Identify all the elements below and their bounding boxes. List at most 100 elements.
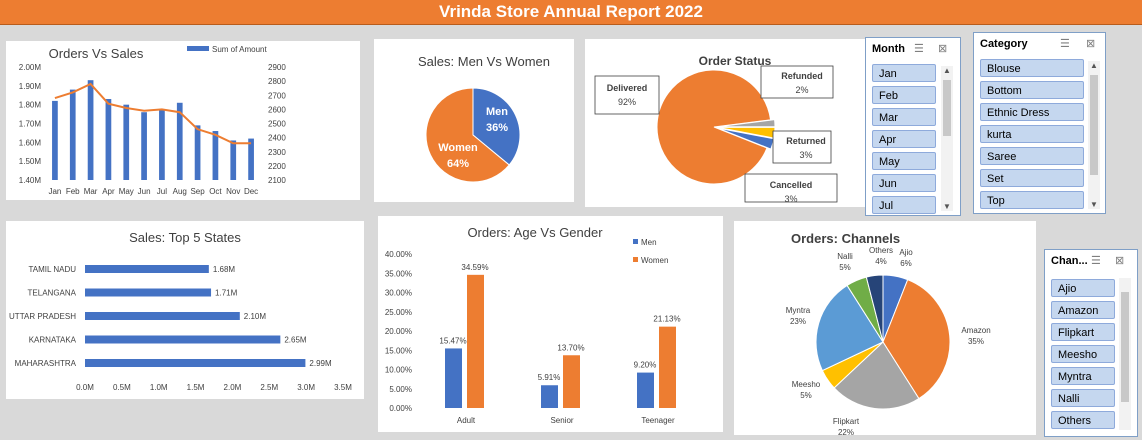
- category-label: MAHARASHTRA: [15, 359, 77, 368]
- slicer-item-jun[interactable]: Jun: [872, 174, 936, 192]
- data-label: 15.47%: [439, 336, 466, 345]
- slice-label: Myntra: [786, 306, 811, 315]
- bar-sum-of-amount: [159, 110, 165, 180]
- category-slicer-title: Category: [980, 38, 1028, 50]
- slicer-item-blouse[interactable]: Blouse: [980, 59, 1084, 77]
- x-tick-label: 0.5M: [113, 383, 131, 392]
- slicer-item-bottom[interactable]: Bottom: [980, 81, 1084, 99]
- month-slicer[interactable]: Month ☰ ⊠ Jan Feb Mar Apr May Jun Jul ▲ ▼: [865, 37, 961, 216]
- slicer-item-myntra[interactable]: Myntra: [1051, 367, 1115, 385]
- slicer-item-meesho[interactable]: Meesho: [1051, 345, 1115, 363]
- month-slicer-title: Month: [872, 43, 905, 55]
- slice-label: Meesho: [792, 380, 821, 389]
- bar-sum-of-amount: [52, 100, 58, 180]
- slice-label: Women: [438, 142, 478, 154]
- scroll-thumb[interactable]: [1090, 75, 1098, 175]
- slicer-item-saree[interactable]: Saree: [980, 147, 1084, 165]
- bar-sum-of-amount: [230, 140, 237, 180]
- line-orders: [54, 82, 252, 145]
- bar-men: [637, 372, 654, 408]
- bar-sum-of-amount: [69, 89, 76, 180]
- channel-slicer[interactable]: Chan... ☰ ⊠ Ajio Amazon Flipkart Meesho Mynt…: [1044, 249, 1138, 437]
- slicer-item-jan[interactable]: Jan: [872, 64, 936, 82]
- top-states-panel: Sales: Top 5 States 0.0M 0.5M 1.0M 1.5M 2.0M 2…: [6, 221, 364, 399]
- data-label: 2.10M: [244, 312, 267, 321]
- slicer-item-top[interactable]: Top: [980, 191, 1084, 209]
- y-tick-left: 2.00M: [19, 63, 42, 72]
- multi-select-icon[interactable]: ☰: [1091, 255, 1101, 267]
- chart-title: Orders: Age Vs Gender: [467, 225, 603, 240]
- data-label: 21.13%: [653, 315, 680, 324]
- bar-men: [445, 348, 462, 408]
- y-tick-left: 1.40M: [19, 176, 42, 185]
- scroll-down-icon[interactable]: ▼: [1090, 200, 1098, 209]
- data-label: 34.59%: [461, 263, 488, 272]
- order-status-pie: Order Status Delivered 92% Refunded 2% Return…: [594, 54, 838, 204]
- callout-box: [744, 173, 838, 203]
- slicer-item-apr[interactable]: Apr: [872, 130, 936, 148]
- scroll-up-icon[interactable]: ▲: [1090, 61, 1098, 70]
- slicer-item-ajio[interactable]: Ajio: [1051, 279, 1115, 297]
- bar-women: [467, 274, 484, 408]
- y-tick-left: 1.70M: [19, 120, 42, 129]
- slicer-item-kurta[interactable]: kurta: [980, 125, 1084, 143]
- slice-value: 23%: [790, 317, 806, 326]
- month-slicer-scrollbar[interactable]: ▲ ▼: [941, 66, 953, 211]
- slice-label: Others: [869, 246, 893, 255]
- scroll-up-icon[interactable]: ▲: [943, 66, 951, 75]
- x-tick-label: Dec: [244, 187, 258, 196]
- y-tick-label: 30.00%: [385, 289, 412, 298]
- y-tick-right: 2500: [268, 120, 286, 129]
- top-states-chart: Sales: Top 5 States 0.0M 0.5M 1.0M 1.5M 2.0M 2…: [9, 230, 352, 392]
- slicer-item-amazon[interactable]: Amazon: [1051, 301, 1115, 319]
- category-label: UTTAR PRADESH: [9, 312, 76, 321]
- category-slicer[interactable]: Category ☰ ⊠ Blouse Bottom Ethnic Dress kur…: [973, 32, 1106, 214]
- slice-value: 5%: [800, 391, 812, 400]
- clear-filter-icon[interactable]: ⊠: [938, 43, 948, 55]
- pie-slice-refunded: [717, 119, 776, 128]
- pie-slice-men: [472, 87, 521, 166]
- slicer-item-nalli[interactable]: Nalli: [1051, 389, 1115, 407]
- scroll-thumb[interactable]: [943, 80, 951, 136]
- clear-filter-icon[interactable]: ⊠: [1086, 38, 1096, 50]
- multi-select-icon[interactable]: ☰: [914, 43, 924, 55]
- callout-box: [772, 130, 832, 164]
- slice-value: 22%: [838, 428, 854, 435]
- slicer-item-feb[interactable]: Feb: [872, 86, 936, 104]
- slicer-item-ethnic-dress[interactable]: Ethnic Dress: [980, 103, 1084, 121]
- orders-vs-sales-chart: Orders Vs Sales Sum of Amount 2.00M 1.90M 1.…: [19, 45, 287, 196]
- y-tick-right: 2600: [268, 105, 286, 114]
- callout-label: Refunded: [781, 71, 823, 81]
- bar-sum-of-amount: [105, 99, 112, 180]
- data-label: 2.99M: [309, 359, 332, 368]
- slicer-item-may[interactable]: May: [872, 152, 936, 170]
- slice-value: 64%: [447, 158, 469, 170]
- slicer-item-set[interactable]: Set: [980, 169, 1084, 187]
- legend-swatch: [633, 239, 638, 244]
- bar-sum-of-amount: [248, 138, 254, 180]
- data-label: 9.20%: [634, 361, 657, 370]
- legend-label: Sum of Amount: [212, 45, 267, 54]
- channel-slicer-title: Chan...: [1051, 255, 1088, 267]
- bar-tamil-nadu: [85, 265, 209, 273]
- slicer-item-jul[interactable]: Jul: [872, 196, 936, 214]
- x-tick-label: Jan: [48, 187, 61, 196]
- scroll-thumb[interactable]: [1121, 292, 1129, 402]
- scroll-down-icon[interactable]: ▼: [943, 202, 951, 211]
- y-tick-label: 15.00%: [385, 346, 412, 355]
- category-label: KARNATAKA: [29, 336, 77, 345]
- slicer-item-others[interactable]: Others: [1051, 411, 1115, 429]
- x-tick-label: May: [119, 187, 134, 196]
- channel-slicer-scrollbar[interactable]: [1119, 278, 1131, 430]
- callout-value: 3%: [784, 194, 797, 204]
- slicer-item-flipkart[interactable]: Flipkart: [1051, 323, 1115, 341]
- slicer-item-mar[interactable]: Mar: [872, 108, 936, 126]
- bar-telangana: [85, 288, 212, 297]
- x-tick-label: Nov: [226, 187, 240, 196]
- multi-select-icon[interactable]: ☰: [1060, 38, 1070, 50]
- clear-filter-icon[interactable]: ⊠: [1115, 255, 1125, 267]
- y-tick-left: 1.90M: [19, 82, 42, 91]
- age-gender-panel: Orders: Age Vs Gender 40.00% 35.00% 30.00% 2…: [378, 216, 723, 432]
- category-slicer-scrollbar[interactable]: ▲ ▼: [1088, 61, 1100, 209]
- data-label: 1.68M: [213, 265, 236, 274]
